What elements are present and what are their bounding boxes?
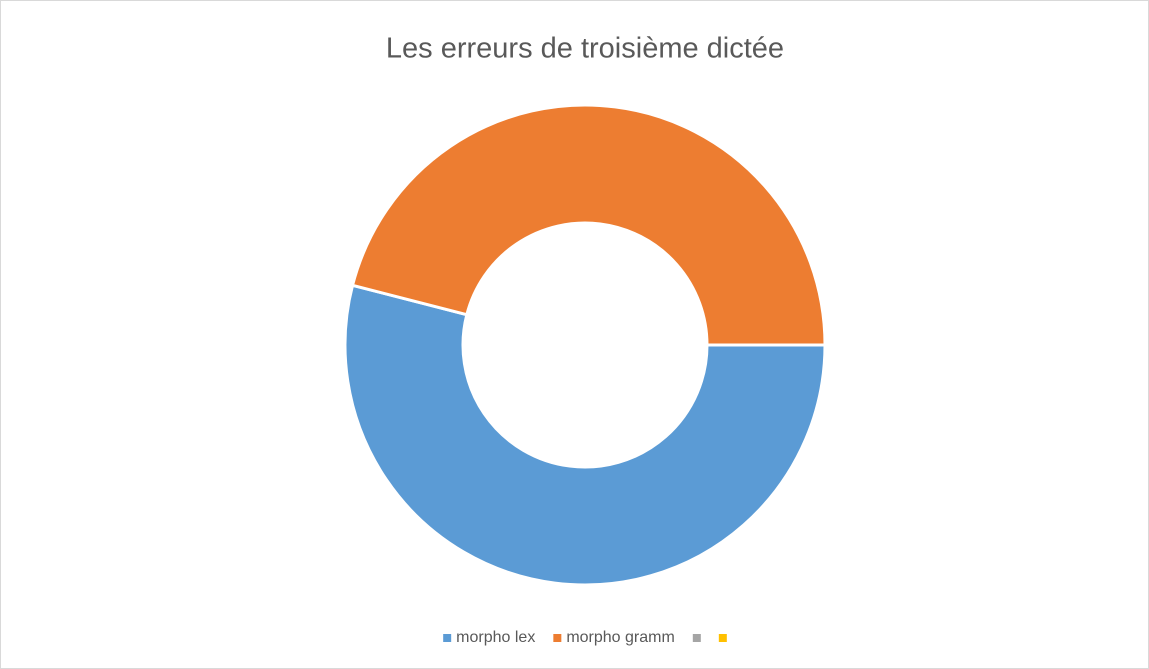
legend-marker (718, 634, 727, 642)
donut-slice (343, 283, 827, 587)
legend-label: morpho lex (456, 629, 535, 646)
legend-marker (443, 634, 452, 642)
legend-label: morpho gramm (566, 629, 674, 646)
donut-slice (350, 103, 827, 347)
legend-marker (692, 634, 701, 642)
legend-marker (553, 634, 562, 642)
chart-title: Les erreurs de troisième dictée (386, 33, 784, 65)
